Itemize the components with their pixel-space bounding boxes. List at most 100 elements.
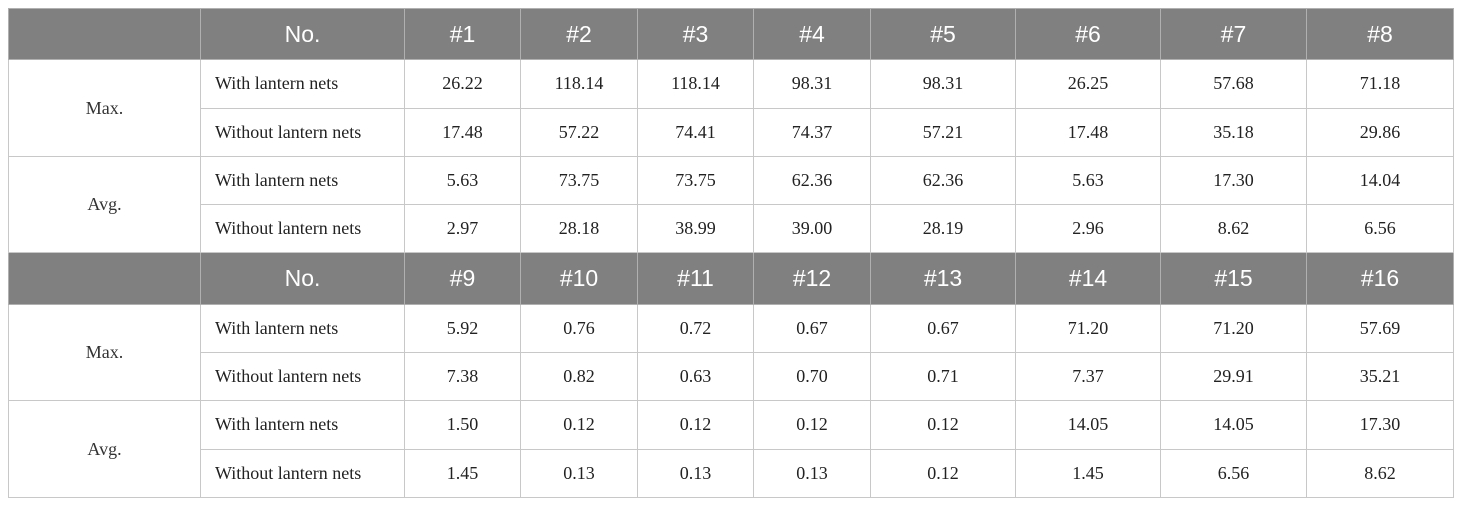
- value-cell: 17.30: [1160, 155, 1307, 206]
- column-header: #13: [870, 252, 1016, 305]
- table-row: Without lantern nets 2.97 28.18 38.99 39.00 2…: [9, 204, 1454, 254]
- column-header: #7: [1160, 7, 1307, 61]
- value-cell: 39.00: [753, 204, 871, 254]
- value-cell: 0.13: [637, 448, 754, 499]
- condition-label: Without lantern nets: [200, 204, 405, 254]
- metric-label: Max.: [8, 59, 201, 157]
- value-cell: 71.20: [1015, 303, 1161, 354]
- value-cell: 0.70: [753, 352, 871, 402]
- metric-label: Avg.: [8, 400, 201, 498]
- value-cell: 73.75: [637, 155, 754, 206]
- value-cell: 7.38: [404, 352, 521, 402]
- header-label: No.: [200, 252, 405, 305]
- column-header: #2: [520, 7, 638, 61]
- value-cell: 14.05: [1015, 400, 1161, 450]
- value-cell: 0.72: [637, 303, 754, 354]
- condition-label: With lantern nets: [200, 155, 405, 206]
- value-cell: 26.25: [1015, 59, 1161, 109]
- value-cell: 5.92: [404, 303, 521, 354]
- condition-label: Without lantern nets: [200, 352, 405, 402]
- condition-label: With lantern nets: [200, 400, 405, 450]
- table-row: Max. With lantern nets 26.22 118.14 118.14 98…: [8, 59, 1454, 157]
- value-cell: 0.67: [870, 303, 1016, 354]
- value-cell: 17.48: [1015, 107, 1161, 157]
- value-cell: 0.13: [520, 448, 638, 499]
- value-cell: 118.14: [520, 59, 638, 109]
- header-label: No.: [200, 7, 405, 61]
- value-cell: 17.48: [404, 107, 521, 157]
- column-header: #6: [1015, 7, 1161, 61]
- metric-label: Avg.: [8, 155, 201, 254]
- value-cell: 118.14: [637, 59, 754, 109]
- column-header: #14: [1015, 252, 1161, 305]
- column-header: #15: [1160, 252, 1307, 305]
- value-cell: 5.63: [1015, 155, 1161, 206]
- value-cell: 2.96: [1015, 204, 1161, 254]
- value-cell: 98.31: [753, 59, 871, 109]
- column-header: #10: [520, 252, 638, 305]
- value-cell: 73.75: [520, 155, 638, 206]
- value-cell: 62.36: [870, 155, 1016, 206]
- column-header: #16: [1306, 252, 1454, 305]
- header-blank-cell: [8, 7, 201, 61]
- value-cell: 35.21: [1306, 352, 1454, 402]
- value-cell: 0.71: [870, 352, 1016, 402]
- column-header: #3: [637, 7, 754, 61]
- table-body: No. #1 #2 #3 #4 #5 #6 #7 #8 Max. With lantern nets…: [8, 7, 1454, 499]
- column-header: #9: [404, 252, 521, 305]
- value-cell: 8.62: [1306, 448, 1454, 499]
- value-cell: 1.50: [404, 400, 521, 450]
- value-cell: 71.20: [1160, 303, 1307, 354]
- value-cell: 14.05: [1160, 400, 1307, 450]
- metric-label: Max.: [8, 303, 201, 402]
- table-row: Max. With lantern nets 5.92 0.76 0.72 0.67 0.6…: [8, 303, 1454, 402]
- value-cell: 62.36: [753, 155, 871, 206]
- value-cell: 57.69: [1306, 303, 1454, 354]
- value-cell: 38.99: [637, 204, 754, 254]
- condition-label: Without lantern nets: [200, 107, 405, 157]
- value-cell: 74.37: [753, 107, 871, 157]
- column-header: #5: [870, 7, 1016, 61]
- value-cell: 0.12: [637, 400, 754, 450]
- column-header: #4: [753, 7, 871, 61]
- value-cell: 35.18: [1160, 107, 1307, 157]
- value-cell: 0.12: [870, 448, 1016, 499]
- value-cell: 0.76: [520, 303, 638, 354]
- condition-label: With lantern nets: [200, 303, 405, 354]
- value-cell: 14.04: [1306, 155, 1454, 206]
- value-cell: 1.45: [1015, 448, 1161, 499]
- column-header: #8: [1306, 7, 1454, 61]
- value-cell: 0.63: [637, 352, 754, 402]
- value-cell: 98.31: [870, 59, 1016, 109]
- value-cell: 0.13: [753, 448, 871, 499]
- value-cell: 26.22: [404, 59, 521, 109]
- condition-label: Without lantern nets: [200, 448, 405, 499]
- value-cell: 29.91: [1160, 352, 1307, 402]
- value-cell: 0.12: [520, 400, 638, 450]
- value-cell: 57.22: [520, 107, 638, 157]
- value-cell: 28.18: [520, 204, 638, 254]
- value-cell: 71.18: [1306, 59, 1454, 109]
- value-cell: 5.63: [404, 155, 521, 206]
- header-row: No. #1 #2 #3 #4 #5 #6 #7 #8: [8, 7, 1454, 61]
- value-cell: 1.45: [404, 448, 521, 499]
- value-cell: 57.21: [870, 107, 1016, 157]
- value-cell: 0.12: [870, 400, 1016, 450]
- column-header: #1: [404, 7, 521, 61]
- table-row: Avg. With lantern nets 1.50 0.12 0.12 0.12 0.1…: [8, 400, 1454, 498]
- condition-label: With lantern nets: [200, 59, 405, 109]
- header-blank-cell: [8, 252, 201, 305]
- value-cell: 57.68: [1160, 59, 1307, 109]
- value-cell: 74.41: [637, 107, 754, 157]
- header-row: No. #9 #10 #11 #12 #13 #14 #15 #16: [8, 252, 1454, 305]
- value-cell: 0.82: [520, 352, 638, 402]
- table-row: Without lantern nets 17.48 57.22 74.41 74.37…: [9, 107, 1454, 157]
- table-row: Without lantern nets 1.45 0.13 0.13 0.13 0.12…: [9, 448, 1454, 499]
- value-cell: 0.67: [753, 303, 871, 354]
- value-cell: 0.12: [753, 400, 871, 450]
- column-header: #12: [753, 252, 871, 305]
- value-cell: 8.62: [1160, 204, 1307, 254]
- data-table: No. #1 #2 #3 #4 #5 #6 #7 #8 Max. With lantern nets…: [8, 7, 1454, 499]
- value-cell: 28.19: [870, 204, 1016, 254]
- table-row: Avg. With lantern nets 5.63 73.75 73.75 62.36…: [8, 155, 1454, 254]
